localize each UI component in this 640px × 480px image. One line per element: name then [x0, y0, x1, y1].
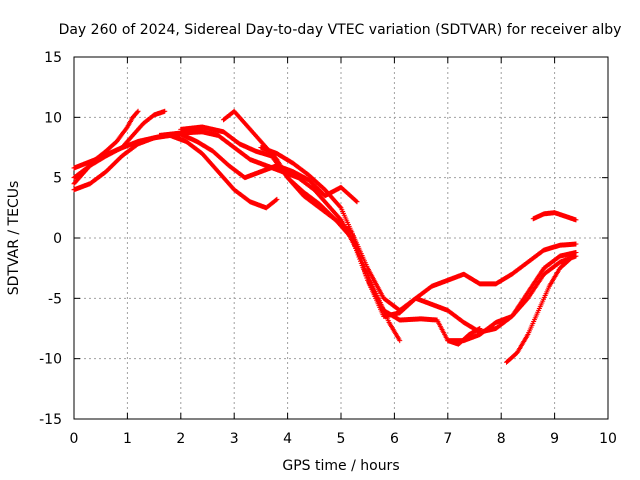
point-markers	[71, 108, 168, 181]
series-track-3	[71, 132, 280, 211]
series-track-8	[258, 145, 579, 335]
x-axis: 0 1 2 3 4 5 6 7 8 9 10	[70, 57, 617, 447]
x-tick-label: 6	[390, 431, 399, 447]
y-axis: 15 10 5 0 -5 -10 -15	[39, 50, 608, 428]
series-track-9	[445, 253, 579, 344]
series-track-6	[178, 124, 483, 347]
x-tick-label: 10	[599, 431, 617, 447]
series-track-11	[530, 210, 579, 223]
x-axis-label: GPS time / hours	[282, 458, 399, 474]
x-tick-label: 7	[443, 431, 452, 447]
chart-title: Day 260 of 2024, Sidereal Day-to-day VTE…	[59, 22, 622, 38]
point-markers	[71, 132, 280, 211]
x-tick-label: 3	[230, 431, 239, 447]
point-markers	[258, 145, 579, 335]
y-tick-label: 15	[44, 50, 62, 66]
point-markers	[504, 256, 574, 365]
grid	[74, 57, 608, 419]
y-tick-label: 0	[53, 231, 62, 247]
x-tick-label: 0	[70, 431, 79, 447]
y-tick-label: -5	[48, 291, 62, 307]
x-tick-label: 9	[550, 431, 559, 447]
x-tick-label: 5	[337, 431, 346, 447]
x-tick-label: 2	[176, 431, 185, 447]
data-points	[71, 108, 579, 365]
series-track-2	[71, 108, 168, 181]
point-markers	[530, 210, 579, 223]
y-tick-label: -10	[39, 352, 62, 368]
y-tick-label: 10	[44, 110, 62, 126]
y-tick-label: 5	[53, 171, 62, 187]
series-track-7	[221, 108, 579, 313]
series-track-10	[504, 256, 574, 365]
point-markers	[445, 253, 579, 344]
x-tick-label: 8	[497, 431, 506, 447]
x-tick-label: 4	[283, 431, 292, 447]
y-axis-label: SDTVAR / TECUs	[6, 181, 22, 296]
y-tick-label: -15	[39, 412, 62, 428]
point-markers	[221, 108, 579, 313]
x-tick-label: 1	[123, 431, 132, 447]
point-markers	[178, 124, 483, 347]
